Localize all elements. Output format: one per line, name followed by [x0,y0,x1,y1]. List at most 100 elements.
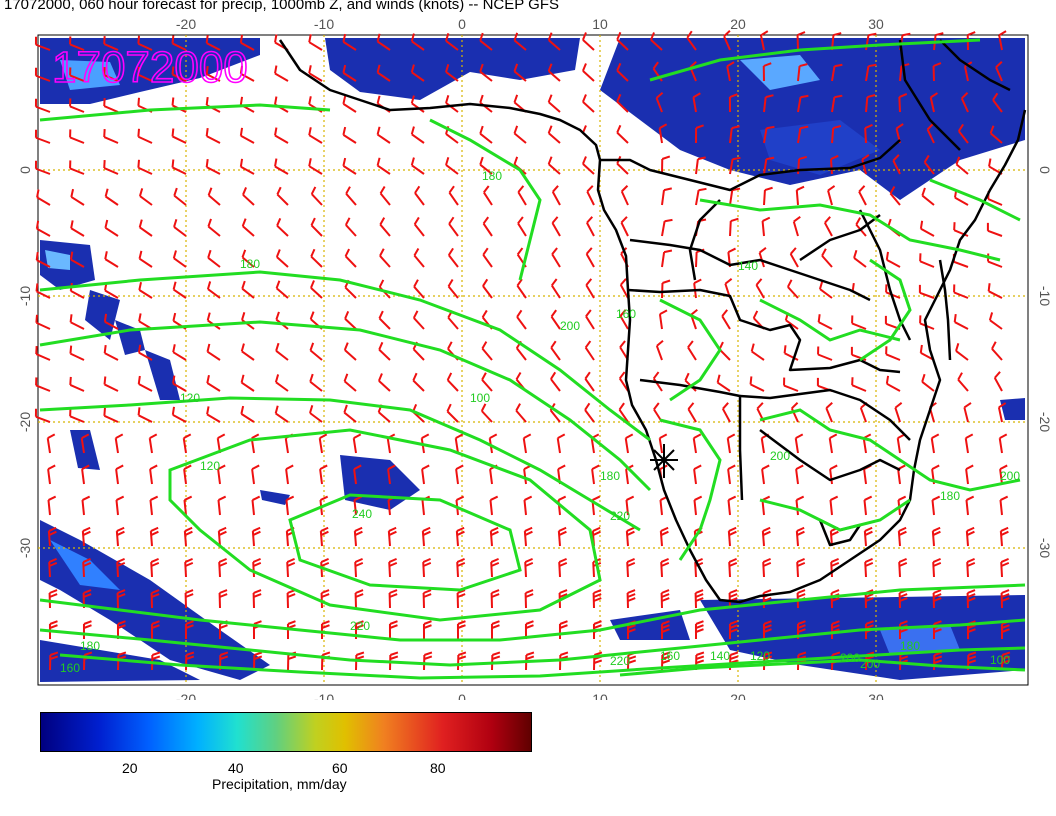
wind-barb [217,495,227,516]
wind-barb [354,589,364,609]
wind-barb [955,156,969,175]
wind-barb [789,247,799,268]
wind-barb [885,251,901,268]
wind-barb [276,186,289,206]
wind-barb [35,314,51,330]
wind-barb [35,283,51,299]
wind-barb [205,159,221,175]
wind-barb [728,93,738,113]
wind-barb [81,526,91,547]
wind-barb [796,557,806,578]
wind-barb [343,404,357,423]
wind-barb [206,406,221,423]
wind-barb [103,160,119,175]
wind-barb [953,284,969,299]
wind-barb [479,156,493,175]
wind-barb [999,495,1009,516]
wind-barb [138,188,153,206]
y-tick-right: 0 [1037,166,1053,174]
wind-barb [422,589,432,609]
wind-barb [69,160,85,175]
wind-barb [80,433,90,454]
wind-barb [103,407,119,423]
wind-barb [695,124,704,144]
wind-barb [797,94,809,113]
x-tick-top: -20 [176,16,196,32]
wind-barb [619,278,629,299]
contour-label: 180 [900,639,920,653]
wind-barb [36,189,51,206]
wind-barb [421,526,431,547]
wind-barb [695,187,707,206]
wind-barb [378,310,391,330]
wind-barb [310,186,323,206]
wind-barb [694,589,704,609]
wind-barb [918,284,935,299]
wind-barb [513,125,527,144]
wind-barb [342,64,357,82]
wind-barb [207,249,221,268]
wind-barb [276,217,289,237]
wind-barb [930,433,940,454]
wind-barb [286,557,296,578]
wind-barb [861,154,870,175]
wind-barb [252,589,262,609]
wind-barb [490,620,500,640]
wind-barb [217,464,226,485]
wind-barb [726,433,736,454]
wind-barb [620,185,629,206]
wind-barb [762,557,772,578]
wind-barb [412,372,425,392]
wind-barb [953,313,969,330]
wind-barb [81,495,91,516]
wind-barb [783,345,799,361]
wind-barb [206,281,221,299]
wind-barb [274,158,289,175]
wind-barb [252,557,262,578]
wind-barb [150,620,160,640]
wind-barb [750,343,765,361]
wind-barb [693,464,702,485]
wind-barb [388,620,398,640]
map-title: 17072000, 060 hour forecast for precip, … [4,0,559,13]
wind-barb [797,125,809,144]
wind-barb [965,526,975,547]
wind-barb [727,495,737,516]
wind-barb [183,495,193,516]
wind-barb [376,126,391,144]
wind-barb [422,557,432,578]
wind-barb [148,433,158,454]
wind-barb [489,495,499,516]
wind-barb [310,280,323,299]
wind-barb [616,31,629,51]
wind-barb [455,464,464,485]
wind-barb [413,279,425,299]
wind-barb [414,185,425,206]
x-tick-bottom: 20 [730,691,746,700]
wind-barb [388,557,398,578]
wind-barb [831,124,842,144]
wind-barb [794,433,804,454]
wind-barb [966,31,976,51]
wind-barb [104,188,119,206]
wind-barb [115,495,125,516]
wind-barb [34,67,51,82]
wind-barb [149,464,158,485]
wind-barb [932,62,942,82]
wind-barb [817,314,833,330]
wind-barb [960,92,969,113]
wind-barb [482,278,493,299]
wind-barb [182,433,192,454]
wind-barb [824,216,833,237]
wind-barb [344,217,357,237]
wind-barb [863,495,873,516]
wind-barb [116,589,126,609]
wind-barb [988,312,1003,330]
wind-barb [557,526,567,547]
wind-barb [620,216,629,237]
wind-barb [445,64,459,82]
wind-barb [239,158,255,175]
wind-barb [763,94,774,113]
